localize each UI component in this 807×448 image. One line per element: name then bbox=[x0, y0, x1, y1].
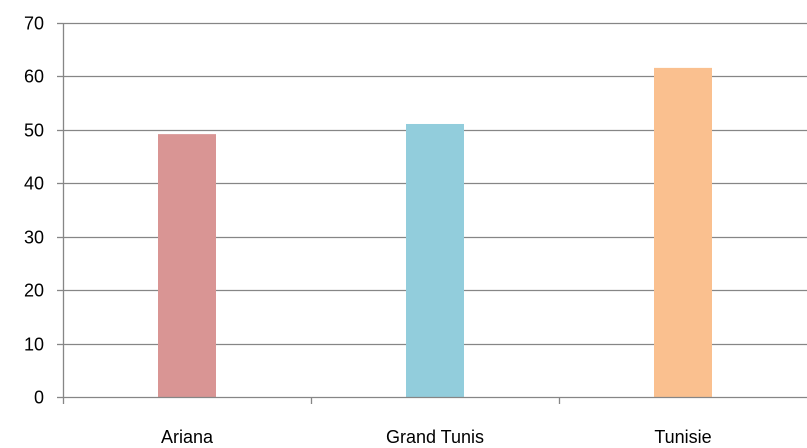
bars bbox=[158, 67, 712, 398]
x-tick-label: Ariana bbox=[161, 427, 214, 447]
y-tick-label: 0 bbox=[34, 388, 44, 408]
bar-ariana bbox=[158, 134, 216, 398]
x-tick-label: Grand Tunis bbox=[386, 427, 484, 447]
x-tick-label: Tunisie bbox=[654, 427, 711, 447]
bar-grand-tunis bbox=[406, 123, 464, 397]
y-tick-label: 40 bbox=[24, 174, 44, 194]
y-tick-label: 30 bbox=[24, 228, 44, 248]
y-tick-label: 10 bbox=[24, 335, 44, 355]
y-tick-label: 60 bbox=[24, 67, 44, 87]
y-tick-label: 50 bbox=[24, 121, 44, 141]
bar-tunisie bbox=[654, 67, 712, 397]
axes bbox=[57, 22, 807, 404]
y-tick-label: 70 bbox=[24, 14, 44, 34]
y-tick-label: 20 bbox=[24, 281, 44, 301]
tick-labels: 0 10 20 30 40 50 60 70 Ariana Grand Tunis Tunisie bbox=[24, 14, 712, 448]
